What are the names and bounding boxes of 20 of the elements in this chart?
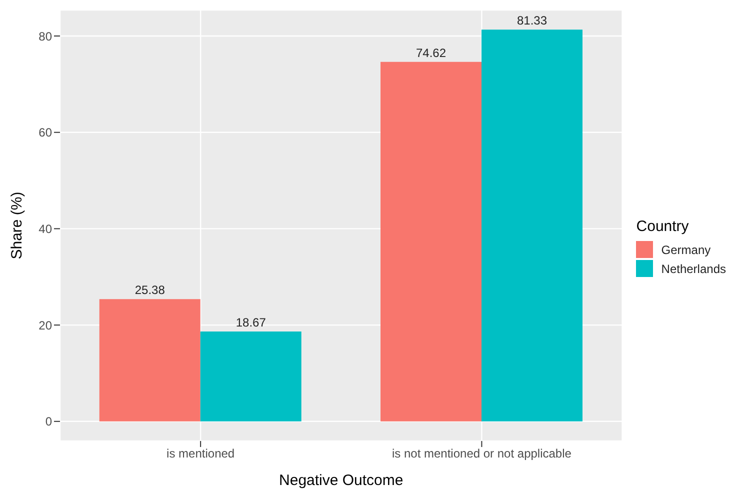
- legend-label: Germany: [661, 242, 711, 256]
- y-tick-label: 80: [38, 29, 52, 44]
- data-label: 81.33: [516, 14, 548, 28]
- y-tick-label: 40: [38, 222, 52, 236]
- x-tick-label: is mentioned: [166, 446, 235, 461]
- bar: [200, 331, 302, 422]
- data-label: 18.67: [236, 315, 266, 330]
- legend-title: Country: [636, 218, 690, 235]
- x-axis-title: Negative Outcome: [279, 472, 404, 489]
- bar: [482, 30, 582, 422]
- y-tick-label: 0: [45, 414, 52, 429]
- legend-label: Netherlands: [661, 262, 726, 276]
- bar: [380, 62, 482, 422]
- data-label: 25.38: [134, 283, 166, 298]
- y-axis-title: Share (%): [8, 192, 26, 260]
- data-label: 74.62: [416, 46, 446, 60]
- y-tick-label: 20: [38, 318, 52, 332]
- x-tick-label: is not mentioned or not applicable: [392, 446, 572, 461]
- bar: [99, 299, 200, 422]
- y-tick-label: 60: [38, 126, 52, 140]
